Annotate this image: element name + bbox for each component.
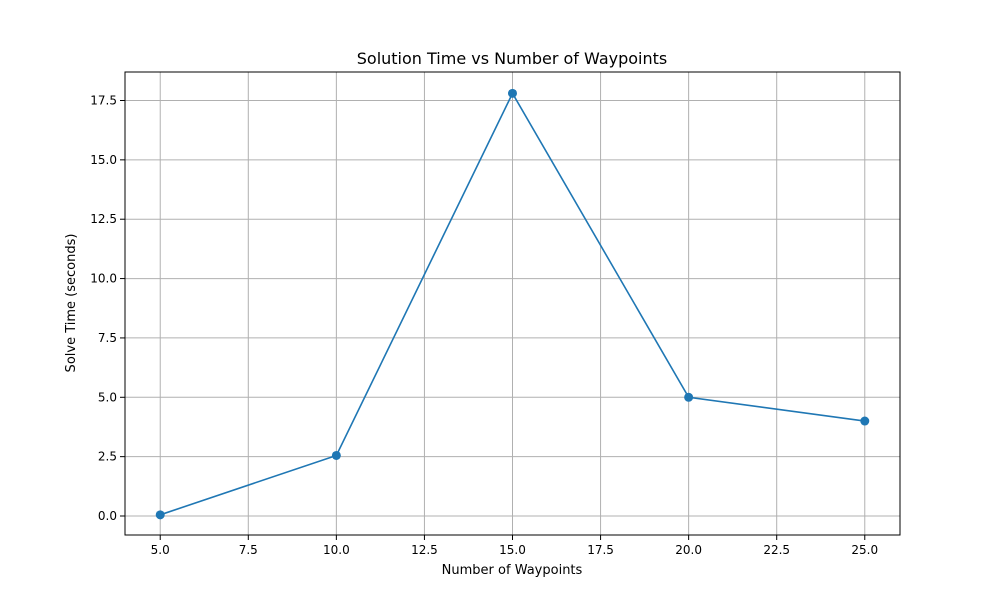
- x-tick-label: 10.0: [323, 543, 350, 557]
- y-axis: 0.0 2.5 5.0 7.5 10.0 12.5 15.0 17.5: [90, 93, 125, 523]
- x-tick-label: 12.5: [411, 543, 438, 557]
- x-tick-label: 22.5: [763, 543, 790, 557]
- chart-title: Solution Time vs Number of Waypoints: [357, 49, 667, 68]
- x-tick-label: 20.0: [675, 543, 702, 557]
- grid: [125, 72, 900, 535]
- data-point: [155, 510, 165, 520]
- x-tick-label: 7.5: [239, 543, 258, 557]
- data-point: [684, 392, 694, 402]
- data-point: [508, 88, 517, 98]
- y-tick-label: 10.0: [90, 272, 117, 286]
- y-tick-label: 2.5: [98, 450, 117, 464]
- y-tick-label: 12.5: [90, 212, 117, 226]
- x-tick-label: 15.0: [499, 543, 526, 557]
- x-tick-label: 25.0: [851, 543, 878, 557]
- y-tick-label: 7.5: [98, 331, 117, 345]
- y-axis-label: Solve Time (seconds): [64, 234, 79, 373]
- x-tick-label: 17.5: [587, 543, 614, 557]
- x-tick-label: 5.0: [151, 543, 170, 557]
- y-tick-label: 17.5: [90, 93, 117, 107]
- y-tick-label: 0.0: [98, 509, 117, 523]
- series: [155, 88, 870, 520]
- y-tick-label: 5.0: [98, 390, 117, 404]
- x-axis: 5.0 7.5 10.0 12.5 15.0 17.5 20.0 22.5 25.0: [151, 535, 878, 557]
- data-point: [331, 450, 341, 460]
- data-point: [860, 416, 870, 426]
- y-tick-label: 15.0: [90, 153, 117, 167]
- x-axis-label: Number of Waypoints: [442, 563, 583, 578]
